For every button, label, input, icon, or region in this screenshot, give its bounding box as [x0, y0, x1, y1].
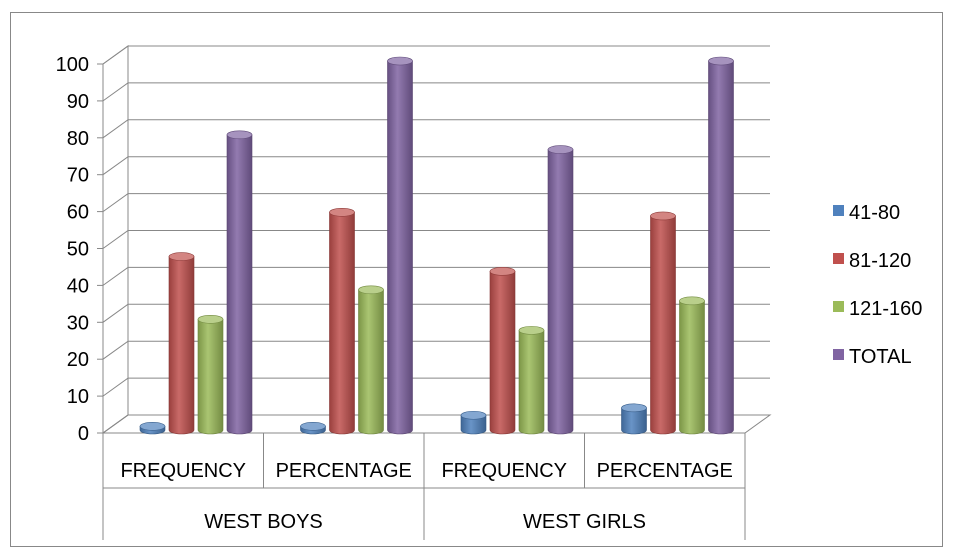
bar-cap [621, 403, 647, 413]
gridline [102, 193, 770, 213]
y-tick-label: 50 [67, 239, 89, 261]
legend-item: 121-160 [833, 298, 922, 320]
legend-item: 81-120 [833, 250, 911, 272]
bar-body [387, 60, 413, 435]
gridline [102, 119, 770, 139]
bar-cap [329, 207, 355, 217]
bar-body [358, 289, 384, 435]
x-category-label: PERCENTAGE [276, 460, 412, 482]
bar-cap [547, 145, 574, 154]
bar-cap [387, 56, 413, 66]
x-group-label: WEST BOYS [204, 511, 323, 533]
bar-cap [139, 422, 166, 431]
bar-cap [460, 410, 487, 420]
bar-body [168, 256, 195, 435]
bar-body [708, 60, 734, 435]
y-tick-label: 0 [78, 423, 89, 445]
y-tick-label: 80 [67, 128, 89, 150]
bar-cap [489, 267, 516, 276]
bar [387, 56, 413, 435]
legend-label: 121-160 [849, 298, 922, 320]
bar-cap [650, 211, 676, 221]
bar [197, 314, 224, 435]
bar [300, 422, 326, 435]
y-tick-label: 90 [67, 91, 89, 113]
bar [168, 252, 195, 435]
x-group-label: WEST GIRLS [523, 511, 646, 533]
bar-body [650, 215, 676, 435]
legend-swatch [833, 349, 844, 360]
legend-label: 81-120 [849, 250, 911, 272]
y-tick-label: 100 [56, 54, 89, 76]
bar-body [226, 134, 253, 435]
bar [518, 326, 545, 435]
bar [621, 403, 647, 435]
gridline [102, 45, 770, 65]
y-tick-label: 70 [67, 165, 89, 187]
legend-label: 41-80 [849, 202, 900, 224]
bar-cap [708, 56, 734, 66]
x-category-label: FREQUENCY [441, 460, 567, 482]
y-tick-label: 30 [67, 312, 89, 334]
bar [489, 267, 516, 435]
bar [139, 422, 166, 435]
y-tick-label: 60 [67, 202, 89, 224]
legend: 41-80 81-120 121-160 TOTAL [833, 202, 922, 368]
bar-cap [168, 252, 195, 261]
y-tick-label: 40 [67, 275, 89, 297]
bar [708, 56, 734, 435]
bar-body [679, 300, 705, 435]
x-category-label: PERCENTAGE [597, 460, 733, 482]
bar-cap [300, 422, 326, 431]
legend-swatch [833, 205, 844, 216]
bar [226, 130, 253, 435]
x-category-label: FREQUENCY [120, 460, 246, 482]
bar-cap [226, 130, 253, 140]
bar [650, 211, 676, 435]
bar [460, 410, 487, 435]
bar-cap [197, 314, 224, 324]
bar-body [621, 407, 647, 435]
bar [329, 207, 355, 435]
bars [139, 56, 734, 435]
legend-item: TOTAL [833, 346, 912, 368]
bar-body [197, 319, 224, 435]
bar-body [518, 330, 545, 435]
bar-body [489, 271, 516, 435]
gridline [102, 82, 770, 102]
gridline [102, 156, 770, 176]
bar-body [460, 414, 487, 435]
bar [679, 296, 705, 435]
bar-body [547, 149, 574, 435]
chart-frame [10, 12, 943, 547]
bar-body [329, 211, 355, 435]
legend-swatch [833, 301, 844, 312]
bar-cap [679, 296, 705, 306]
bar [547, 145, 574, 435]
x-axis: FREQUENCY PERCENTAGE FREQUENCY PERCENTAGE WE… [102, 433, 746, 540]
y-axis-ticks: 0 10 20 30 40 50 60 70 80 90 100 [56, 54, 103, 445]
legend-label: TOTAL [849, 346, 912, 368]
bar-cap [518, 326, 545, 335]
legend-item: 41-80 [833, 202, 900, 224]
bar [358, 285, 384, 435]
bar-cap [358, 285, 384, 295]
y-tick-label: 20 [67, 349, 89, 371]
legend-swatch [833, 253, 844, 264]
y-tick-label: 10 [67, 386, 89, 408]
